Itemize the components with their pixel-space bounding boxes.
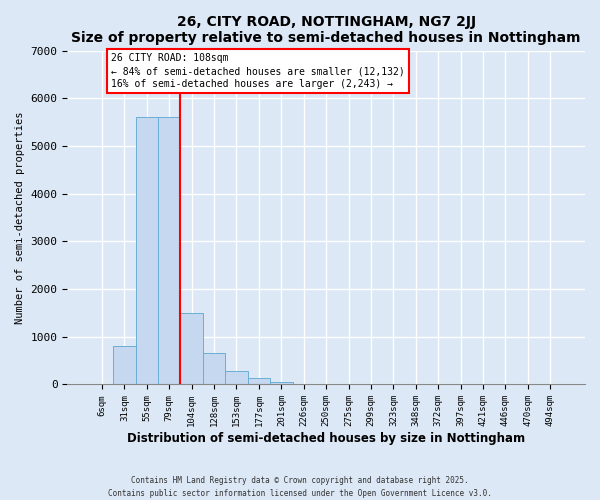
Bar bbox=[136, 118, 158, 384]
Bar bbox=[203, 352, 225, 384]
Bar bbox=[181, 314, 203, 384]
Bar bbox=[113, 346, 136, 385]
Bar bbox=[225, 371, 248, 384]
Text: 26 CITY ROAD: 108sqm
← 84% of semi-detached houses are smaller (12,132)
16% of s: 26 CITY ROAD: 108sqm ← 84% of semi-detac… bbox=[111, 53, 405, 90]
Bar bbox=[158, 118, 181, 384]
X-axis label: Distribution of semi-detached houses by size in Nottingham: Distribution of semi-detached houses by … bbox=[127, 432, 525, 445]
Bar bbox=[248, 378, 270, 384]
Title: 26, CITY ROAD, NOTTINGHAM, NG7 2JJ
Size of property relative to semi-detached ho: 26, CITY ROAD, NOTTINGHAM, NG7 2JJ Size … bbox=[71, 15, 581, 45]
Y-axis label: Number of semi-detached properties: Number of semi-detached properties bbox=[15, 112, 25, 324]
Text: Contains HM Land Registry data © Crown copyright and database right 2025.
Contai: Contains HM Land Registry data © Crown c… bbox=[108, 476, 492, 498]
Bar bbox=[270, 382, 293, 384]
